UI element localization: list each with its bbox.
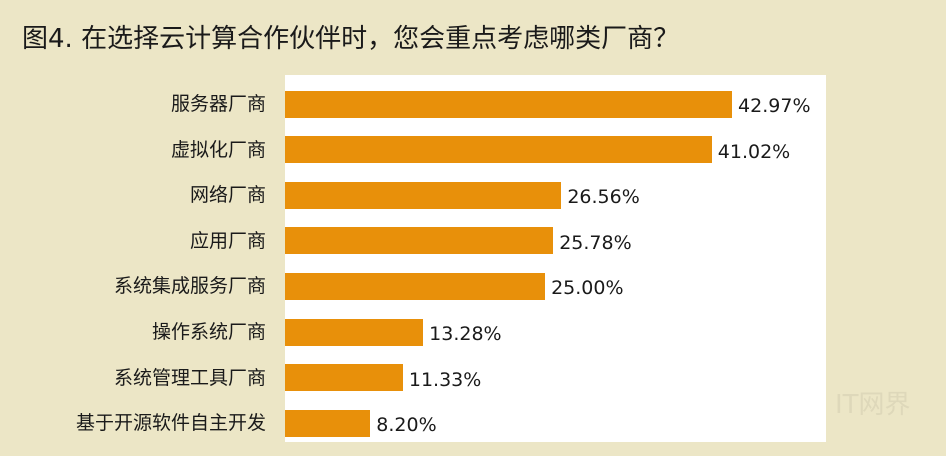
category-label: 应用厂商: [189, 229, 266, 252]
bar: [285, 90, 733, 118]
data-label: 42.97%: [738, 95, 811, 117]
plot-area: 42.97% 41.02% 26.56% 25.78% 25.00% 13.28% 11.3…: [285, 75, 826, 442]
chart-title: 图4. 在选择云计算合作伙伴时，您会重点考虑哪类厂商？: [22, 24, 680, 54]
category-label: 基于开源软件自主开发: [75, 412, 266, 435]
data-label: 41.02%: [717, 140, 791, 163]
data-label: 8.20%: [376, 414, 437, 437]
data-label: 26.56%: [567, 186, 640, 209]
category-label: 系统集成服务厂商: [113, 275, 266, 298]
bar: [285, 227, 554, 255]
bar: [285, 272, 546, 300]
bar: [285, 318, 424, 346]
watermark: IT网界: [835, 390, 911, 420]
data-label: 11.33%: [408, 368, 482, 391]
data-label: 25.78%: [559, 231, 632, 254]
category-label: 操作系统厂商: [151, 321, 266, 343]
data-label: 13.28%: [429, 323, 502, 345]
category-label: 虚拟化厂商: [170, 138, 266, 161]
bar: [285, 181, 562, 209]
category-label: 系统管理工具厂商: [113, 366, 266, 389]
category-label: 网络厂商: [189, 184, 266, 207]
bar: [285, 136, 712, 164]
category-label: 服务器厂商: [170, 93, 266, 115]
bar: [285, 409, 371, 437]
data-label: 25.00%: [551, 277, 624, 300]
bar: [285, 364, 403, 392]
